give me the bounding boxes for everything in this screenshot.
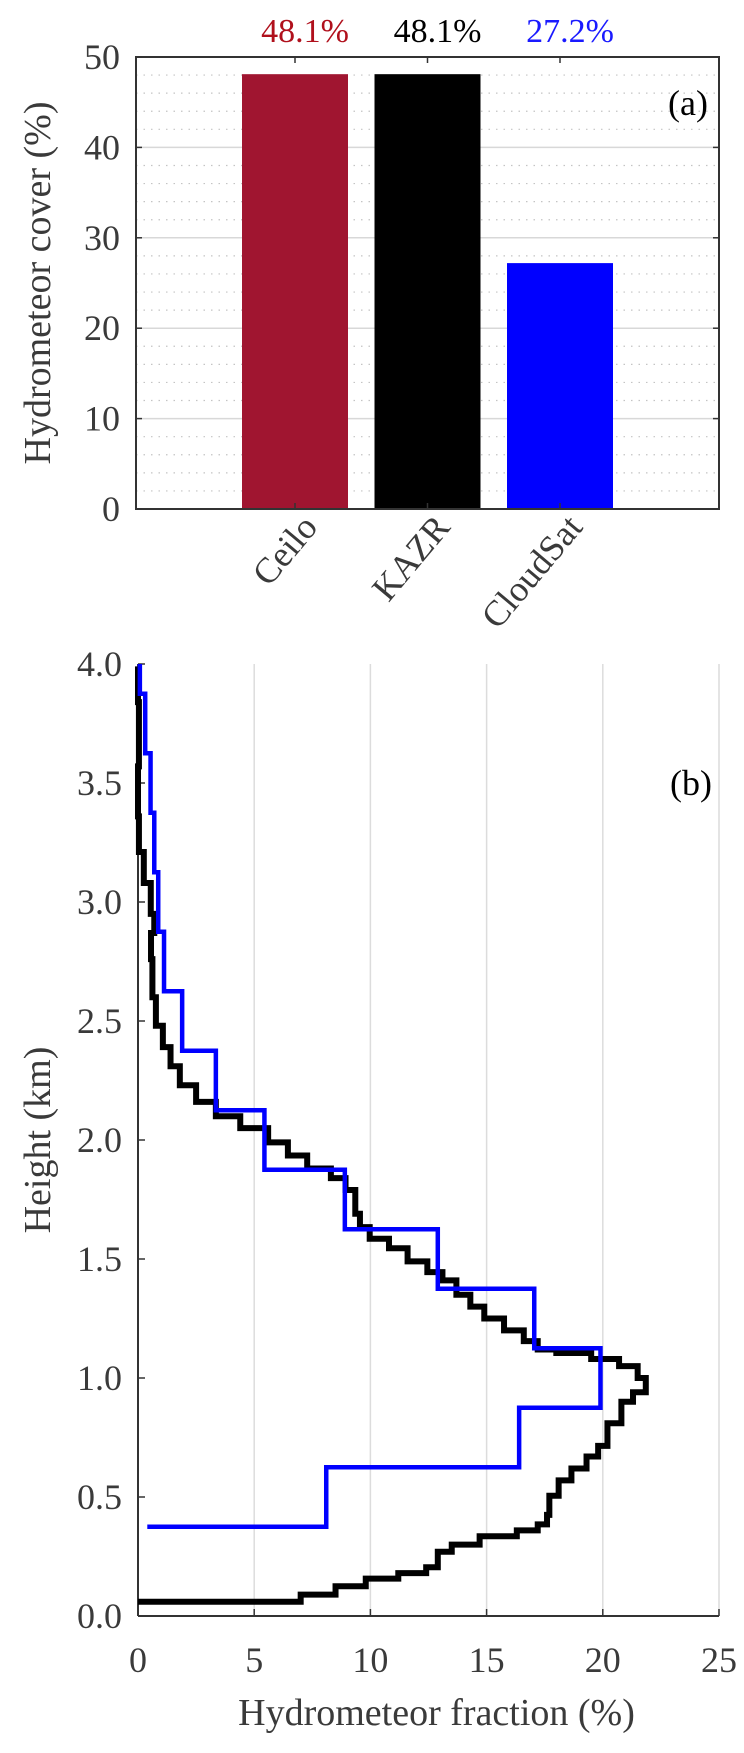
y-tick-label: 0.0 xyxy=(77,1596,122,1636)
value-label: 48.1% xyxy=(394,13,482,50)
y-axis-title: Hydrometeor cover (%) xyxy=(17,102,59,465)
axes-box xyxy=(135,56,720,510)
panel-a-bar-chart: 48.1% Ceilo 48.1% KAZR 27.2% CloudSat 0 10 20 30 4… xyxy=(17,13,720,636)
x-tick-label: 15 xyxy=(469,1640,505,1680)
value-label: 48.1% xyxy=(261,13,349,50)
y-tick-label: 10 xyxy=(84,399,120,439)
y-tick-label: 1.5 xyxy=(77,1239,122,1279)
series-kazr-profile xyxy=(135,666,649,1605)
y-tick-label: 40 xyxy=(84,127,120,167)
category-label: KAZR xyxy=(364,507,458,608)
bar-cloudsat xyxy=(507,263,613,509)
value-label: 27.2% xyxy=(526,13,614,50)
y-tick-label: 50 xyxy=(84,37,120,77)
y-axis-title: Height (km) xyxy=(17,1047,59,1234)
y-tick-label: 2.5 xyxy=(77,1001,122,1041)
y-tick-label: 4.0 xyxy=(77,644,122,684)
panel-label: (a) xyxy=(668,83,708,123)
panel-label: (b) xyxy=(670,763,712,803)
x-axis-title: Hydrometeor fraction (%) xyxy=(238,1692,635,1734)
x-tick-label: 10 xyxy=(352,1640,388,1680)
x-tick-label: 5 xyxy=(245,1640,263,1680)
panel-b-profile-chart: 0 5 10 15 20 25 0.0 0.5 1.0 1.5 2.0 2.5 3.0 3.5 4.0 Hyd… xyxy=(17,644,737,1734)
category-label: CloudSat xyxy=(473,507,590,635)
bar-kazr xyxy=(374,74,481,510)
y-tick-label: 2.0 xyxy=(77,1120,122,1160)
y-tick-label: 1.0 xyxy=(77,1358,122,1398)
y-tick-label: 3.0 xyxy=(77,882,122,922)
y-tick-label: 0 xyxy=(102,489,120,529)
bar-ceilo xyxy=(242,74,348,510)
x-tick-label: 0 xyxy=(129,1640,147,1680)
series-cloudsat-profile xyxy=(137,664,603,1529)
x-tick-label: 20 xyxy=(585,1640,621,1680)
x-tick-label: 25 xyxy=(701,1640,737,1680)
y-tick-label: 3.5 xyxy=(77,763,122,803)
y-tick-label: 30 xyxy=(84,218,120,258)
y-tick-label: 0.5 xyxy=(77,1477,122,1517)
y-tick-label: 20 xyxy=(84,308,120,348)
category-label: Ceilo xyxy=(244,507,325,592)
